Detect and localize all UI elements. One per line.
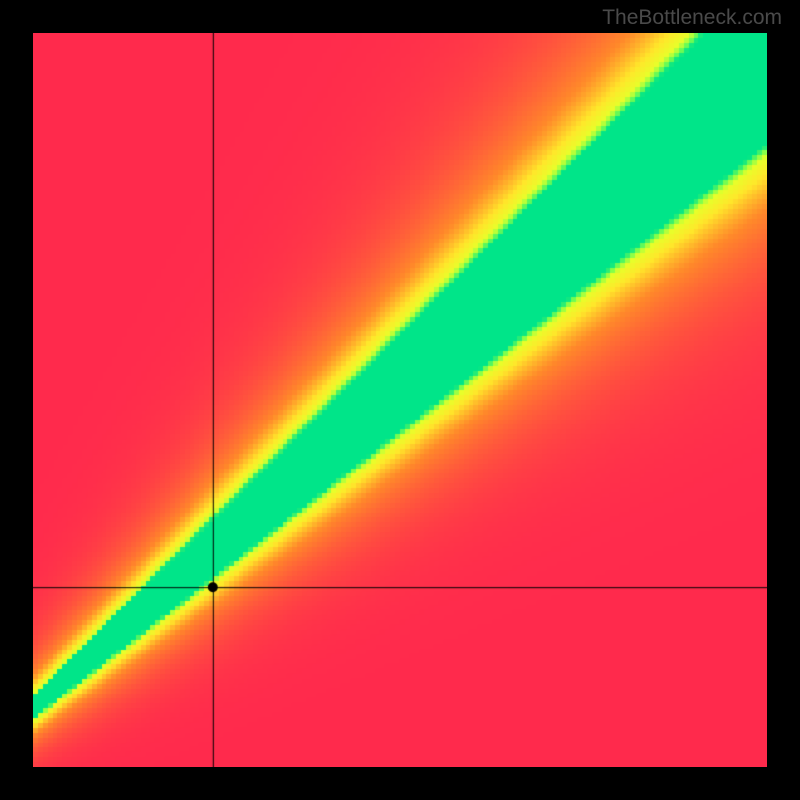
chart-container: TheBottleneck.com (0, 0, 800, 800)
heatmap-canvas (33, 33, 767, 767)
watermark-text: TheBottleneck.com (602, 6, 782, 30)
plot-area (33, 33, 767, 767)
